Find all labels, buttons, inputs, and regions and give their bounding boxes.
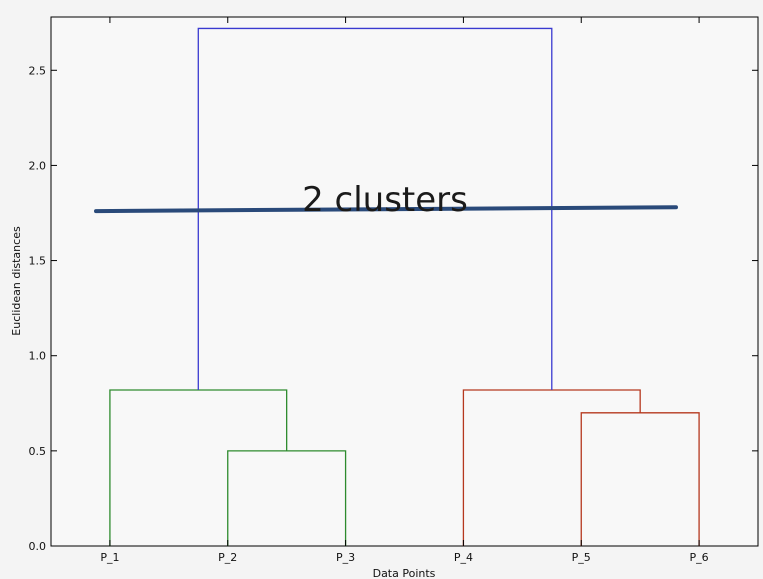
y-tick-label: 0.5 [29, 445, 47, 458]
cluster-cut-line [94, 205, 678, 214]
y-axis-label: Euclidean distances [10, 226, 23, 336]
x-tick-label-p-2: P_2 [218, 551, 237, 564]
cluster-annotation: 2 clusters [302, 180, 468, 220]
y-tick-label: 0.0 [29, 540, 47, 553]
y-tick-label: 2.0 [29, 159, 47, 172]
dendrogram-link-3 [580, 412, 700, 546]
plot-area [50, 16, 759, 547]
x-tick-label-p-4: P_4 [454, 551, 473, 564]
x-tick-label-p-1: P_1 [100, 551, 119, 564]
y-tick-label: 1.0 [29, 350, 47, 363]
x-tick-label-p-6: P_6 [690, 551, 709, 564]
x-tick-label-p-5: P_5 [572, 551, 591, 564]
y-axis-ticks: 0.0 0.5 1.0 1.5 2.0 2.5 [29, 64, 758, 553]
y-tick-label: 1.5 [29, 255, 47, 268]
y-tick-label: 2.5 [29, 64, 47, 77]
x-tick-label-p-3: P_3 [336, 551, 355, 564]
x-axis-ticks: P_1 P_2 P_3 P_4 P_5 P_6 [100, 17, 709, 564]
x-axis-label: Data Points [373, 567, 436, 579]
